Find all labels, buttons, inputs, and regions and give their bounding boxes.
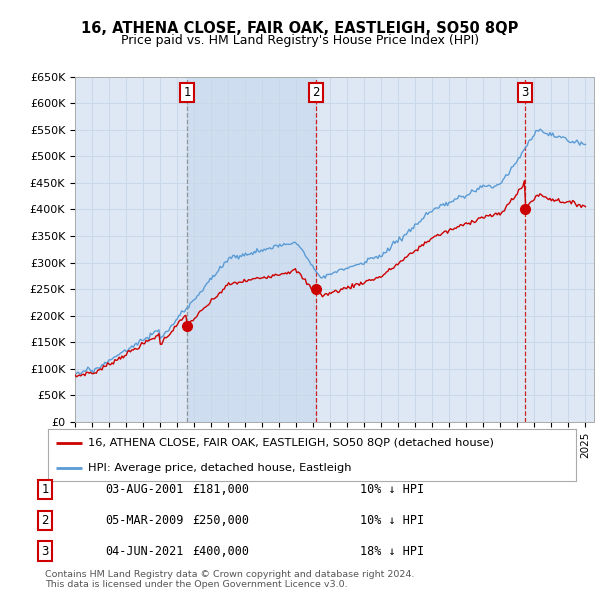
Text: This data is licensed under the Open Government Licence v3.0.: This data is licensed under the Open Gov…: [45, 579, 347, 589]
Text: 3: 3: [41, 545, 49, 558]
Text: 10% ↓ HPI: 10% ↓ HPI: [360, 514, 424, 527]
Text: 3: 3: [521, 86, 528, 99]
Text: 05-MAR-2009: 05-MAR-2009: [105, 514, 184, 527]
Text: £181,000: £181,000: [192, 483, 249, 496]
Text: 04-JUN-2021: 04-JUN-2021: [105, 545, 184, 558]
Text: 1: 1: [183, 86, 191, 99]
Text: 16, ATHENA CLOSE, FAIR OAK, EASTLEIGH, SO50 8QP (detached house): 16, ATHENA CLOSE, FAIR OAK, EASTLEIGH, S…: [88, 438, 493, 448]
Text: £400,000: £400,000: [192, 545, 249, 558]
Text: 2: 2: [41, 514, 49, 527]
Text: 03-AUG-2001: 03-AUG-2001: [105, 483, 184, 496]
Text: HPI: Average price, detached house, Eastleigh: HPI: Average price, detached house, East…: [88, 463, 351, 473]
Bar: [187, 77, 316, 422]
Text: 16, ATHENA CLOSE, FAIR OAK, EASTLEIGH, SO50 8QP: 16, ATHENA CLOSE, FAIR OAK, EASTLEIGH, S…: [82, 21, 518, 35]
Text: 1: 1: [41, 483, 49, 496]
Text: 18% ↓ HPI: 18% ↓ HPI: [360, 545, 424, 558]
Text: £250,000: £250,000: [192, 514, 249, 527]
Text: Contains HM Land Registry data © Crown copyright and database right 2024.: Contains HM Land Registry data © Crown c…: [45, 570, 415, 579]
Text: Price paid vs. HM Land Registry's House Price Index (HPI): Price paid vs. HM Land Registry's House …: [121, 34, 479, 47]
Text: 10% ↓ HPI: 10% ↓ HPI: [360, 483, 424, 496]
Text: 2: 2: [313, 86, 320, 99]
